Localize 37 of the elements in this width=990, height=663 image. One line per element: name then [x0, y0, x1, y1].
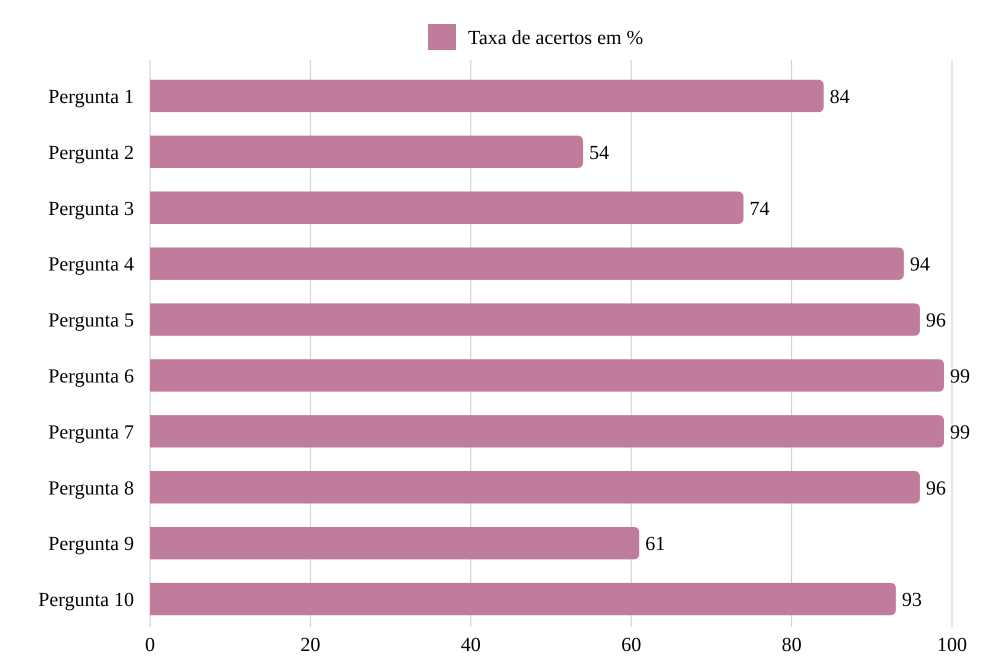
data-label: 94	[910, 254, 930, 276]
legend-label: Taxa de acertos em %	[468, 27, 644, 49]
data-label: 96	[926, 310, 946, 332]
bar	[150, 247, 904, 280]
data-label: 84	[830, 86, 850, 108]
data-label: 96	[926, 477, 946, 500]
x-tick-label: 100	[937, 634, 967, 656]
x-tick-label: 60	[621, 634, 642, 656]
bar	[150, 471, 920, 504]
x-tick-label: 0	[145, 634, 155, 656]
y-tick-label: Pergunta 5	[48, 310, 134, 332]
bar	[150, 582, 896, 616]
y-tick-label: Pergunta 2	[48, 142, 134, 164]
bar	[150, 80, 824, 112]
data-label: 93	[902, 589, 922, 612]
y-tick-label: Pergunta 6	[48, 365, 134, 388]
x-tick-label: 40	[460, 634, 481, 656]
data-label: 99	[950, 421, 970, 444]
data-label: 99	[950, 365, 970, 388]
y-tick-label: Pergunta 7	[48, 421, 134, 444]
data-label: 74	[749, 198, 770, 220]
data-label: 54	[589, 142, 610, 164]
bar	[150, 192, 744, 224]
y-tick-label: Pergunta 1	[48, 86, 134, 108]
data-label: 61	[645, 533, 666, 556]
x-tick-label: 20	[300, 634, 320, 656]
bar	[150, 415, 944, 448]
y-tick-label: Pergunta 4	[48, 254, 134, 276]
bar	[150, 359, 944, 392]
y-tick-label: Pergunta 10	[38, 589, 134, 612]
y-tick-label: Pergunta 8	[48, 477, 134, 500]
y-tick-label: Pergunta 9	[48, 533, 134, 556]
x-tick-label: 80	[782, 634, 802, 656]
bar	[150, 136, 584, 168]
bar	[150, 526, 640, 560]
bar	[150, 303, 920, 336]
y-tick-label: Pergunta 3	[48, 198, 134, 220]
